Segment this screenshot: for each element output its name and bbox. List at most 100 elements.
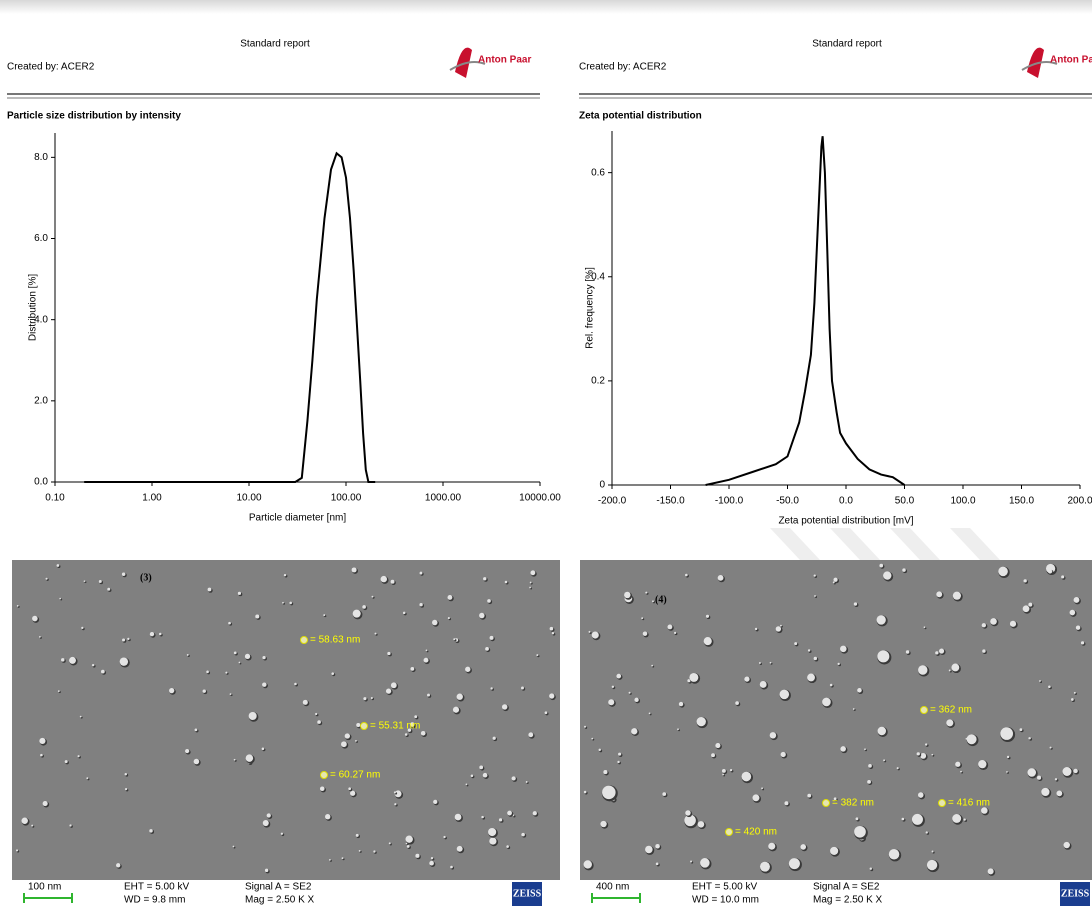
- particle: [149, 631, 155, 637]
- x-tick-label: -50.0: [776, 496, 799, 507]
- watermark: [770, 528, 820, 560]
- y-tick-label: 8.0: [34, 152, 48, 163]
- particle: [598, 748, 601, 752]
- particle: [722, 773, 724, 776]
- particle: [617, 760, 620, 764]
- particle: [583, 860, 592, 869]
- particle: [807, 649, 811, 652]
- created-by: Created by: ACER2: [579, 62, 667, 73]
- report-header: Standard report: [240, 39, 310, 50]
- particle: [529, 586, 531, 589]
- particle: [423, 657, 429, 663]
- particle: [498, 818, 503, 822]
- particle: [769, 732, 777, 739]
- measured-particle: [938, 799, 946, 807]
- particle: [829, 683, 833, 687]
- particle: [982, 649, 986, 653]
- particle: [1075, 625, 1081, 630]
- particle: [294, 682, 297, 686]
- x-tick-label: 200.0: [1067, 496, 1092, 507]
- particle: [628, 691, 631, 694]
- particle: [1000, 727, 1013, 740]
- particle: [432, 619, 438, 626]
- particle: [492, 736, 496, 740]
- particle: [233, 758, 236, 761]
- measured-particle: [725, 828, 733, 836]
- particle: [918, 665, 928, 675]
- particle: [925, 831, 928, 834]
- particle: [877, 726, 887, 736]
- particle: [1041, 787, 1050, 797]
- particle: [355, 833, 359, 837]
- particle: [769, 661, 772, 664]
- particle: [744, 676, 750, 682]
- particle: [262, 820, 269, 827]
- size-annotation: = 420 nm: [735, 827, 777, 838]
- particle: [1056, 790, 1063, 797]
- particle: [966, 734, 977, 745]
- scale-bar-label: 400 nm: [596, 882, 629, 893]
- particle: [501, 704, 508, 710]
- particle: [1006, 755, 1010, 759]
- particle: [149, 829, 153, 833]
- particle: [482, 772, 488, 778]
- particle: [832, 581, 835, 584]
- particle: [705, 614, 710, 618]
- particle: [735, 701, 739, 705]
- particle: [525, 781, 528, 783]
- particle: [202, 689, 206, 693]
- sem-image: [12, 560, 560, 880]
- particle: [840, 746, 846, 752]
- particle: [15, 849, 19, 852]
- particle: [905, 650, 910, 654]
- particle: [169, 688, 175, 694]
- particle: [768, 842, 776, 850]
- particle: [415, 853, 420, 858]
- particle: [918, 792, 924, 798]
- particle: [16, 604, 19, 607]
- particle: [262, 682, 267, 687]
- particle: [32, 615, 38, 622]
- particle: [261, 747, 265, 751]
- particle: [935, 651, 939, 655]
- measured-particle: [360, 722, 368, 730]
- particle: [987, 868, 994, 875]
- particle: [916, 752, 920, 756]
- x-tick-label: 0.0: [839, 496, 853, 507]
- particle: [358, 849, 361, 852]
- particle: [602, 785, 616, 800]
- particle: [1048, 685, 1051, 689]
- particle: [385, 688, 392, 694]
- particle: [283, 573, 287, 577]
- created-by: Created by: ACER2: [7, 62, 95, 73]
- particle: [355, 740, 357, 742]
- particle: [262, 656, 266, 660]
- particle: [225, 671, 228, 674]
- particle: [228, 621, 231, 625]
- particle: [655, 862, 659, 866]
- particle: [876, 615, 886, 625]
- particle: [394, 790, 402, 798]
- particle: [39, 635, 41, 638]
- particle: [370, 696, 373, 700]
- particle: [608, 699, 615, 706]
- particle: [79, 715, 82, 718]
- particle: [584, 725, 587, 728]
- particle: [936, 591, 943, 598]
- particle: [529, 581, 532, 584]
- particle: [350, 790, 356, 796]
- particle: [479, 765, 484, 770]
- particle: [483, 577, 487, 581]
- particle: [1039, 680, 1041, 682]
- particle: [394, 803, 397, 806]
- size-annotation: = 362 nm: [930, 705, 972, 716]
- particle: [807, 793, 812, 798]
- particle: [631, 728, 638, 735]
- particle: [946, 719, 954, 727]
- top-shade: [0, 0, 1092, 14]
- chart-title: Particle size distribution by intensity: [7, 111, 181, 122]
- particle: [91, 663, 95, 667]
- particle: [752, 794, 760, 802]
- particle: [697, 821, 705, 828]
